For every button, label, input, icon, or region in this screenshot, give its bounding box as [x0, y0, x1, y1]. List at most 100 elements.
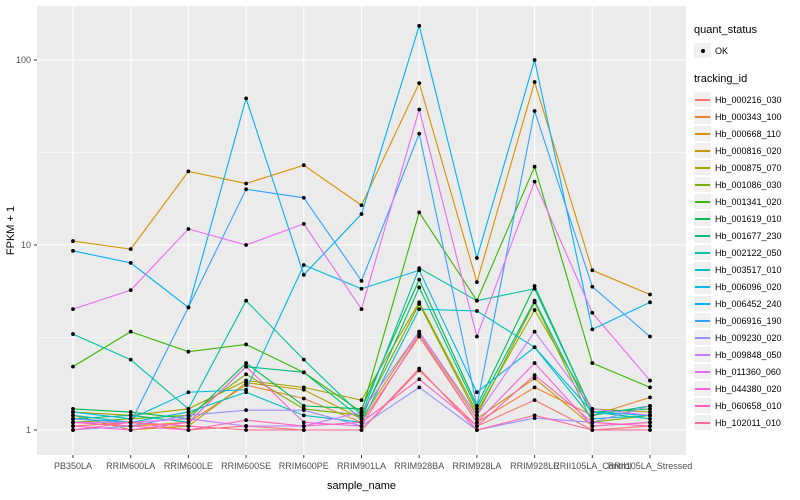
legend-label-tracking-id: Hb_000816_020 — [715, 145, 782, 156]
data-point-Hb_006916_190 — [590, 284, 595, 289]
legend-label-tracking-id: Hb_011360_060 — [715, 366, 781, 377]
data-point-Hb_001086_030 — [244, 372, 249, 377]
data-point-Hb_011360_060 — [128, 288, 133, 293]
legend-label-tracking-id: Hb_102011_010 — [715, 417, 781, 428]
data-point-Hb_000668_110 — [359, 203, 364, 208]
data-point-Hb_000343_100 — [648, 395, 652, 400]
data-point-Hb_006452_240 — [532, 58, 537, 62]
data-point-Hb_009848_050 — [590, 407, 595, 411]
legend-entry-Hb_009230_020: Hb_009230_020 — [694, 329, 798, 346]
legend-entry-Hb_006916_190: Hb_006916_190 — [694, 312, 798, 329]
data-point-Hb_000343_100 — [301, 396, 306, 401]
data-point-Hb_102011_010 — [417, 366, 422, 371]
line-swatch-icon — [694, 381, 711, 396]
data-point-Hb_003517_010 — [301, 413, 306, 418]
data-point-Hb_102011_010 — [71, 428, 75, 432]
legend-label-tracking-id: Hb_002122_050 — [715, 247, 782, 258]
data-point-Hb_001677_230 — [532, 298, 537, 303]
data-point-Hb_001341_020 — [186, 349, 191, 354]
data-point-Hb_000343_100 — [532, 385, 537, 390]
legend-label-tracking-id: Hb_009848_050 — [715, 349, 782, 360]
data-point-Hb_000668_110 — [590, 268, 595, 273]
legend-label-tracking-id: Hb_001619_010 — [715, 213, 782, 224]
data-point-Hb_001341_020 — [244, 342, 249, 347]
legend-label-tracking-id: Hb_001341_020 — [715, 196, 782, 207]
data-point-Hb_006916_190 — [648, 334, 652, 339]
line-swatch-icon — [694, 330, 711, 345]
data-point-Hb_001341_020 — [532, 164, 537, 169]
data-point-Hb_011360_060 — [532, 179, 537, 184]
data-point-Hb_009848_050 — [244, 424, 249, 428]
data-point-Hb_009230_020 — [417, 385, 422, 390]
data-point-Hb_044380_020 — [359, 424, 364, 428]
legend-tracking-id-entries: Hb_000216_030 Hb_000343_100 Hb_000668_110 H… — [694, 91, 798, 431]
legend-entry-Hb_000668_110: Hb_000668_110 — [694, 125, 798, 142]
data-point-Hb_001619_010 — [301, 403, 306, 408]
data-point-Hb_044380_020 — [648, 420, 652, 425]
data-point-Hb_006916_190 — [475, 403, 479, 408]
data-point-Hb_002122_050 — [128, 357, 133, 362]
data-point-Hb_006096_020 — [128, 416, 133, 421]
x-tick-label: RRII105LA_Stressed — [608, 461, 693, 471]
y-tick-label: 100 — [16, 55, 31, 65]
data-point-Hb_102011_010 — [128, 420, 133, 425]
data-point-Hb_001619_010 — [532, 284, 537, 288]
data-point-Hb_001341_020 — [590, 361, 595, 365]
data-point-Hb_060658_010 — [475, 424, 479, 428]
data-point-Hb_009230_020 — [532, 416, 537, 420]
data-point-Hb_003517_010 — [590, 416, 595, 421]
legend-label-tracking-id: Hb_001086_030 — [715, 179, 782, 190]
data-point-Hb_044380_020 — [301, 420, 306, 425]
data-point-Hb_000816_020 — [475, 416, 479, 421]
x-tick-label: RRIM928LE — [510, 461, 559, 471]
data-point-Hb_000668_110 — [532, 80, 537, 84]
data-point-Hb_001677_230 — [417, 285, 422, 290]
line-swatch-icon — [694, 415, 711, 430]
data-point-Hb_011360_060 — [186, 227, 191, 231]
line-swatch-icon — [694, 245, 711, 260]
line-swatch-icon — [694, 228, 711, 243]
data-point-Hb_006452_240 — [590, 327, 595, 332]
data-point-Hb_009848_050 — [359, 410, 364, 414]
data-point-Hb_060658_010 — [648, 424, 652, 428]
legend-entry-Hb_001677_230: Hb_001677_230 — [694, 227, 798, 244]
data-point-Hb_011360_060 — [417, 107, 422, 112]
legend-entry-Hb_000875_070: Hb_000875_070 — [694, 159, 798, 176]
y-tick-label: 1 — [26, 425, 31, 435]
data-point-Hb_000668_110 — [648, 292, 652, 297]
data-point-Hb_000668_110 — [128, 247, 133, 252]
data-point-Hb_001677_230 — [475, 407, 479, 411]
legend-entry-Hb_001619_010: Hb_001619_010 — [694, 210, 798, 227]
legend-entry-Hb_011360_060: Hb_011360_060 — [694, 363, 798, 380]
legend-label-tracking-id: Hb_000668_110 — [715, 128, 781, 139]
data-point-Hb_006916_190 — [532, 109, 537, 113]
data-point-Hb_006096_020 — [244, 387, 249, 392]
data-point-Hb_060658_010 — [359, 420, 364, 425]
legend: quant_status OK tracking_id Hb_000216_03… — [694, 24, 798, 431]
data-point-Hb_001619_010 — [128, 410, 133, 414]
legend-label-tracking-id: Hb_000216_030 — [715, 94, 782, 105]
data-point-Hb_060658_010 — [590, 420, 595, 425]
data-point-Hb_009848_050 — [475, 413, 479, 418]
data-point-Hb_006096_020 — [301, 263, 306, 267]
data-point-Hb_000668_110 — [475, 280, 479, 285]
legend-label-tracking-id: Hb_001677_230 — [715, 230, 782, 241]
data-point-Hb_000875_070 — [532, 308, 537, 312]
data-point-Hb_011360_060 — [475, 334, 479, 339]
legend-title-tracking-id: tracking_id — [694, 73, 748, 85]
legend-entry-Hb_006452_240: Hb_006452_240 — [694, 295, 798, 312]
data-point-Hb_002122_050 — [648, 416, 652, 421]
line-swatch-icon — [694, 194, 711, 209]
data-point-Hb_044380_020 — [186, 420, 191, 425]
data-point-Hb_006096_020 — [532, 345, 537, 350]
legend-entry-Hb_001341_020: Hb_001341_020 — [694, 193, 798, 210]
data-point-Hb_006096_020 — [590, 410, 595, 414]
line-swatch-icon — [694, 211, 711, 226]
data-point-Hb_009230_020 — [244, 408, 249, 413]
line-swatch-icon — [694, 109, 711, 124]
line-swatch-icon — [694, 296, 711, 311]
data-point-Hb_000668_110 — [244, 181, 249, 186]
legend-entry-ok: OK — [694, 42, 798, 59]
data-point-Hb_001341_020 — [128, 329, 133, 334]
